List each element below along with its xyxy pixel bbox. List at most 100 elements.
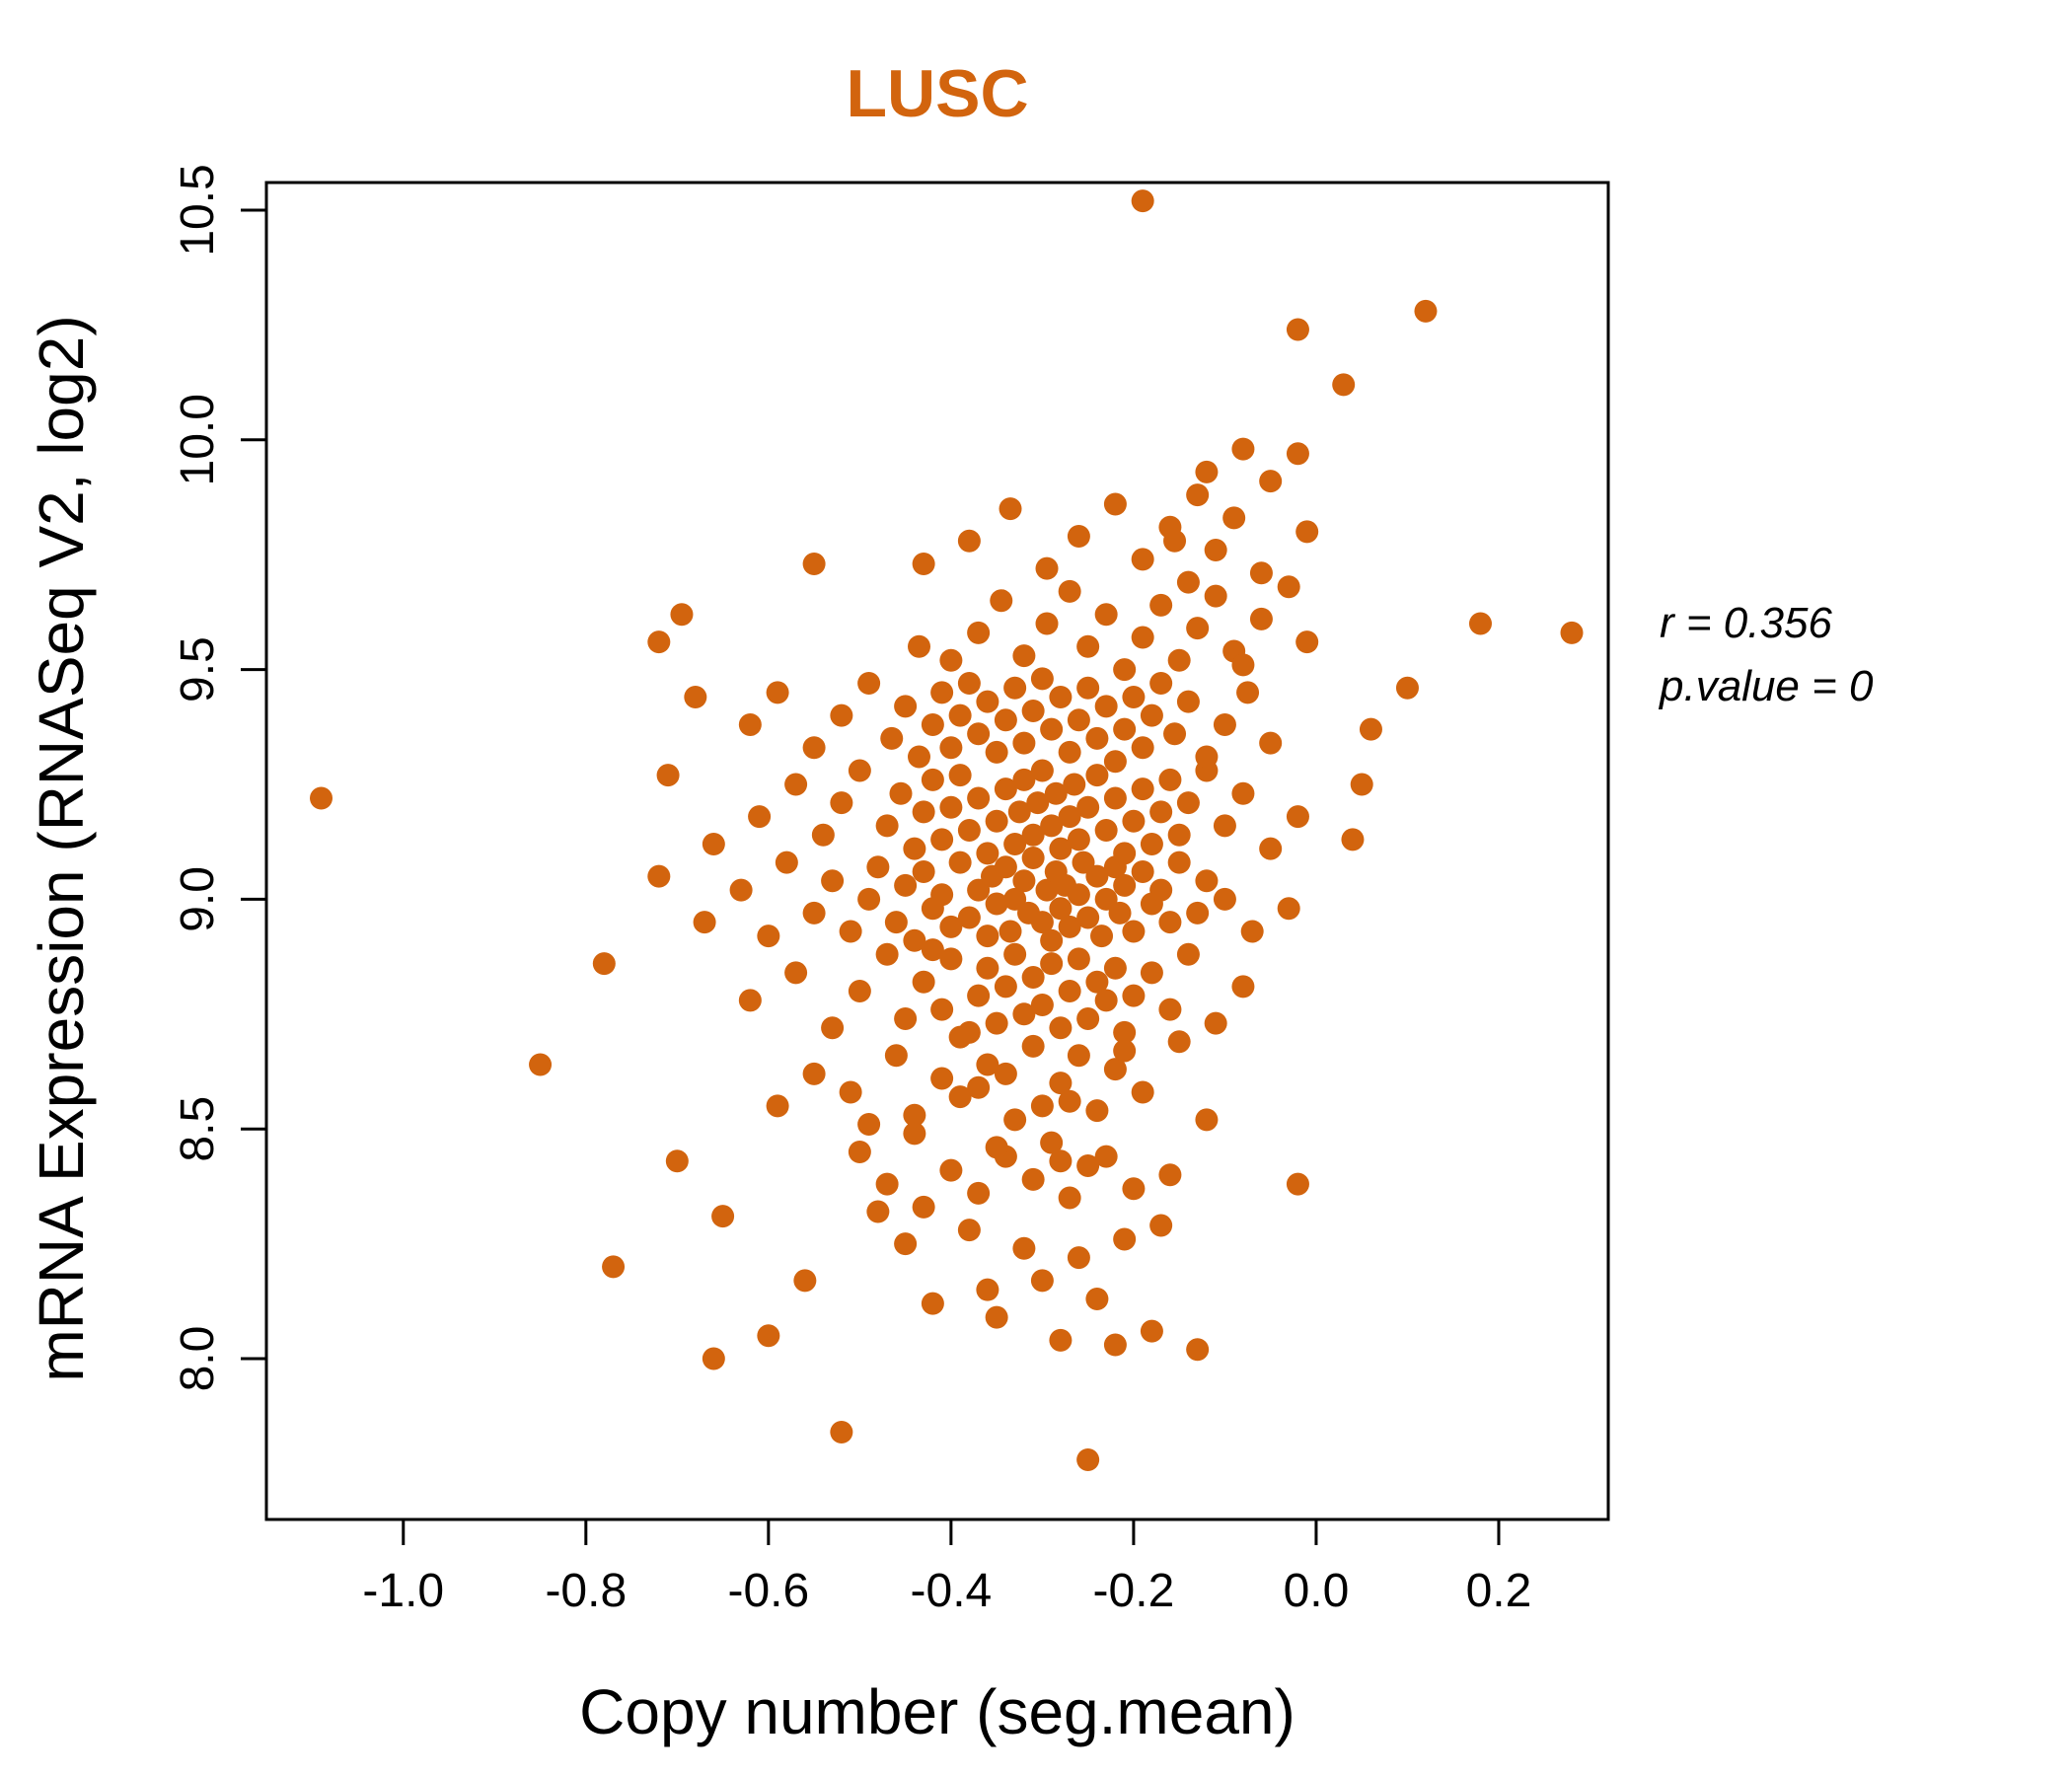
data-point bbox=[957, 906, 981, 929]
data-point bbox=[903, 1122, 926, 1146]
data-point bbox=[1040, 1131, 1064, 1154]
data-point bbox=[884, 1044, 908, 1068]
data-point bbox=[1122, 686, 1146, 709]
data-point bbox=[1035, 612, 1059, 635]
data-point bbox=[1163, 722, 1187, 746]
data-point bbox=[802, 1062, 826, 1085]
data-point bbox=[1140, 703, 1163, 727]
data-point bbox=[1067, 828, 1090, 851]
data-point bbox=[1286, 1172, 1309, 1196]
data-point bbox=[1058, 1089, 1081, 1113]
data-point bbox=[976, 842, 999, 865]
data-point bbox=[1140, 833, 1163, 856]
y-tick-label: 10.0 bbox=[172, 394, 224, 485]
data-point bbox=[1094, 989, 1118, 1012]
data-point bbox=[602, 1255, 626, 1279]
data-point bbox=[1140, 961, 1163, 985]
data-point bbox=[1094, 819, 1118, 843]
data-point bbox=[1122, 920, 1146, 943]
data-point bbox=[921, 1292, 944, 1315]
data-point bbox=[921, 712, 944, 736]
data-point bbox=[939, 736, 963, 760]
data-point bbox=[1213, 814, 1236, 838]
data-point bbox=[1277, 897, 1300, 921]
data-point bbox=[802, 901, 826, 925]
data-point bbox=[784, 773, 808, 796]
data-point bbox=[1259, 470, 1283, 493]
data-point bbox=[976, 690, 999, 713]
data-point bbox=[967, 878, 991, 902]
data-point bbox=[967, 786, 991, 810]
data-point bbox=[967, 1181, 991, 1205]
data-point bbox=[1249, 607, 1273, 630]
correlation-annotation: r = 0.356 p.value = 0 bbox=[1660, 592, 1874, 718]
data-point bbox=[775, 851, 798, 874]
data-point bbox=[912, 800, 935, 824]
data-point bbox=[930, 1067, 954, 1090]
data-point bbox=[1058, 740, 1081, 764]
data-point bbox=[1163, 529, 1187, 553]
data-point bbox=[1149, 1214, 1173, 1237]
data-point bbox=[994, 975, 1017, 999]
data-point bbox=[1012, 644, 1036, 668]
data-point bbox=[1414, 299, 1438, 323]
data-point bbox=[1113, 873, 1137, 897]
data-point bbox=[889, 781, 913, 805]
data-point bbox=[1103, 956, 1127, 980]
data-point bbox=[1113, 842, 1137, 865]
data-point bbox=[1030, 759, 1054, 782]
data-point bbox=[948, 1025, 972, 1049]
data-point bbox=[1058, 1186, 1081, 1210]
data-point bbox=[976, 925, 999, 948]
data-point bbox=[1085, 970, 1109, 994]
data-point bbox=[967, 722, 991, 746]
data-point bbox=[702, 833, 725, 856]
data-point bbox=[994, 855, 1017, 879]
data-point bbox=[875, 942, 899, 966]
data-point bbox=[1035, 878, 1059, 902]
data-point bbox=[1204, 584, 1227, 608]
data-point bbox=[994, 1062, 1017, 1085]
data-point bbox=[839, 1080, 862, 1104]
data-point bbox=[976, 956, 999, 980]
data-point bbox=[1131, 777, 1154, 801]
y-tick-label: 10.5 bbox=[172, 164, 224, 256]
data-point bbox=[1236, 681, 1260, 704]
data-point bbox=[1131, 736, 1154, 760]
data-point bbox=[748, 805, 772, 829]
data-point bbox=[976, 1053, 999, 1076]
data-point bbox=[848, 1140, 871, 1163]
data-point bbox=[647, 630, 671, 654]
data-point bbox=[766, 1094, 789, 1118]
data-point bbox=[1012, 869, 1036, 893]
data-point bbox=[1076, 634, 1100, 658]
data-point bbox=[1067, 1246, 1090, 1270]
data-point bbox=[1040, 717, 1064, 741]
data-point bbox=[1085, 1287, 1109, 1310]
data-point bbox=[1186, 1338, 1210, 1362]
data-point bbox=[738, 712, 762, 736]
data-point bbox=[1122, 809, 1146, 833]
data-point bbox=[592, 952, 616, 976]
data-point bbox=[1103, 750, 1127, 774]
data-point bbox=[1090, 925, 1114, 948]
data-point bbox=[1186, 901, 1210, 925]
data-point bbox=[875, 814, 899, 838]
data-point bbox=[912, 859, 935, 883]
data-point bbox=[1149, 672, 1173, 696]
data-point bbox=[1158, 1163, 1182, 1187]
data-point bbox=[1231, 437, 1255, 461]
data-point bbox=[1003, 887, 1027, 911]
y-tick-label: 9.5 bbox=[172, 636, 224, 703]
data-point bbox=[1067, 1044, 1090, 1068]
data-point bbox=[939, 947, 963, 971]
data-point bbox=[1003, 1108, 1027, 1132]
data-point bbox=[1076, 676, 1100, 700]
data-point bbox=[921, 938, 944, 962]
data-point bbox=[994, 777, 1017, 801]
data-point bbox=[1332, 373, 1356, 397]
data-point bbox=[1094, 603, 1118, 627]
data-point bbox=[1085, 726, 1109, 750]
data-point bbox=[1076, 1153, 1100, 1177]
